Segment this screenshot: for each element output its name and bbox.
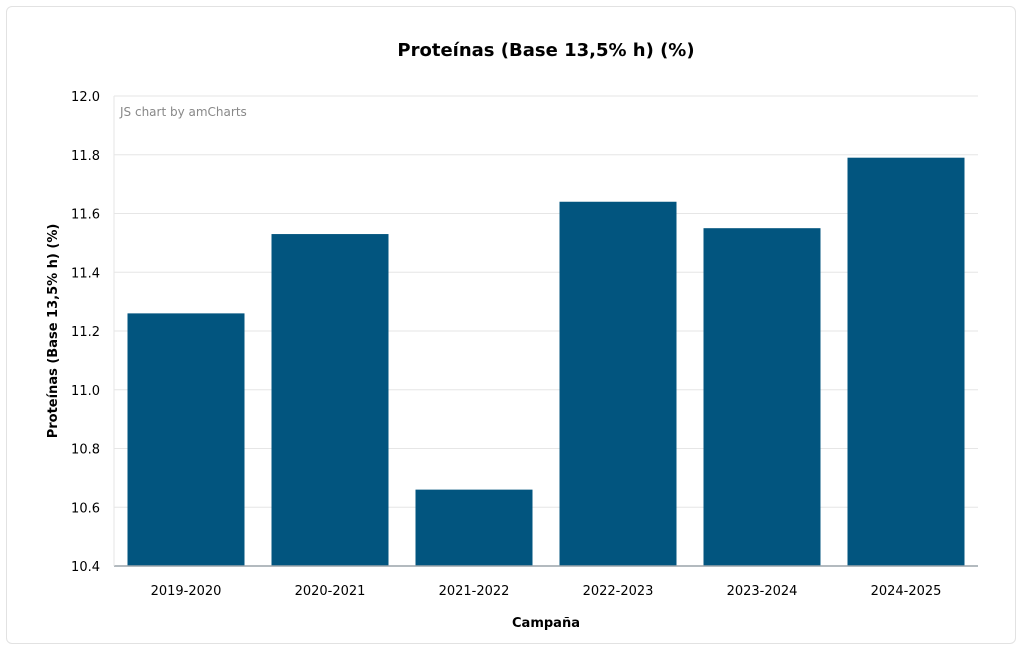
x-tick-label: 2021-2022 — [439, 584, 510, 599]
bar-2023-2024[interactable] — [703, 228, 821, 566]
y-tick-label: 11.4 — [71, 266, 100, 281]
y-tick-label: 12.0 — [71, 90, 100, 105]
bars — [127, 157, 965, 566]
amcharts-credit[interactable]: JS chart by amCharts — [119, 105, 247, 119]
y-tick-label: 11.6 — [71, 208, 100, 223]
y-tick-label: 10.6 — [71, 501, 100, 516]
y-tick-label: 10.8 — [71, 443, 100, 458]
x-tick-label: 2023-2024 — [727, 584, 798, 599]
y-tick-label: 10.4 — [71, 560, 100, 575]
y-tick-label: 11.8 — [71, 149, 100, 164]
x-tick-label: 2020-2021 — [295, 584, 366, 599]
y-tick-labels: 10.4 10.6 10.8 11.0 11.2 11.4 11.6 11.8 12.0 — [71, 90, 100, 575]
x-tick-label: 2019-2020 — [151, 584, 222, 599]
x-axis-title: Campaña — [512, 616, 580, 631]
y-axis-title: Proteínas (Base 13,5% h) (%) — [46, 224, 61, 439]
bar-2020-2021[interactable] — [271, 234, 389, 566]
bar-2024-2025[interactable] — [847, 157, 965, 566]
bar-2021-2022[interactable] — [415, 489, 533, 566]
y-tick-label: 11.0 — [71, 384, 100, 399]
x-tick-label: 2022-2023 — [583, 584, 654, 599]
bar-2019-2020[interactable] — [127, 313, 245, 566]
x-tick-label: 2024-2025 — [871, 584, 942, 599]
chart-title: Proteínas (Base 13,5% h) (%) — [397, 40, 694, 61]
y-tick-label: 11.2 — [71, 325, 100, 340]
bar-2022-2023[interactable] — [559, 201, 677, 566]
x-tick-labels: 2019-2020 2020-2021 2021-2022 2022-2023 2023… — [151, 584, 942, 599]
